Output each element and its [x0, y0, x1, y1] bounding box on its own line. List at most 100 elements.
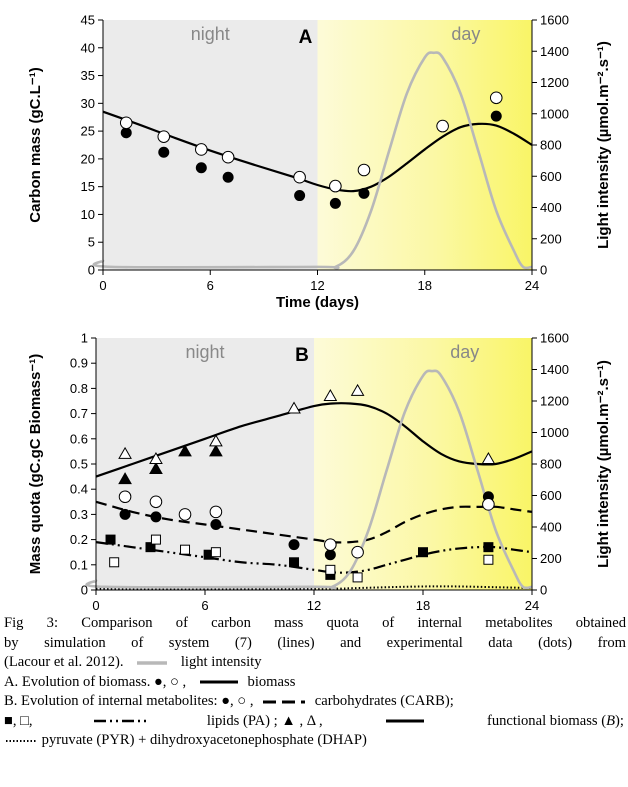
chart-a-ytick-label-3: 15 [81, 179, 95, 194]
chart-b-y2tick-label-1: 200 [540, 551, 562, 566]
chart-a-y2-axis-title: Light intensity (µmol.m⁻².s⁻¹) [595, 41, 612, 249]
chart-b-point-lipids_obs_open-2 [180, 544, 191, 555]
chart-b-point-lipids_obs_open-6 [483, 554, 494, 565]
chart-b-point-functional_obs_filled-0 [118, 472, 132, 485]
chart-b-point-lipids_obs_filled-3 [289, 557, 300, 568]
chart-a-xtick-label-2: 12 [310, 278, 324, 293]
chart-b-point-carb_obs_filled-2 [210, 518, 222, 530]
chart-a-ytick-label-9: 45 [81, 13, 95, 28]
chart-a-xtick-label-1: 6 [207, 278, 214, 293]
chart-b-ytick-label-8: 0.8 [70, 381, 88, 396]
caption-line-7: pyruvate (PYR) + dihydroxyacetonephospha… [4, 731, 626, 751]
chart-a-point-biomass_obs_open-3 [221, 150, 235, 164]
chart-a-y2tick-label-0: 0 [540, 263, 547, 278]
chart-b-point-carb_obs_open-6 [482, 498, 495, 511]
chart-b-y2tick-label-6: 1200 [540, 394, 569, 409]
chart-b-y2tick-label-8: 1600 [540, 331, 569, 346]
chart-a-ytick-label-5: 25 [81, 124, 95, 139]
chart-b-point-carb_obs_open-0 [118, 490, 132, 504]
chart-b-point-functional_obs_open-5 [350, 383, 365, 396]
chart-a-xtick-label-4: 24 [525, 278, 539, 293]
chart-b-y2tick-label-5: 1000 [540, 425, 569, 440]
chart-a-point-biomass_obs_open-1 [157, 130, 171, 143]
caption-panel-a-text: A. Evolution of biomass. ●, ○ , [4, 673, 187, 690]
figure-caption: Fig 3: Comparison of carbon mass quota o… [4, 614, 626, 751]
chart-a-y2tick-label-1: 200 [540, 231, 562, 246]
chart-b-point-lipids_obs_open-5 [352, 572, 363, 583]
chart-b-ytick-label-3: 0.3 [70, 507, 88, 522]
chart-b-line-carb_sim [95, 500, 533, 544]
caption-pyr-dhap: pyruvate (PYR) + dihydroxyacetonephospha… [41, 732, 367, 748]
chart-a-xtick-label-0: 0 [99, 278, 106, 293]
caption-lipids: lipids (PA) ; ▲ , Δ , [206, 712, 323, 729]
chart-a-ytick-label-2: 10 [81, 207, 95, 222]
chart-b-ytick-label-4: 0.4 [70, 482, 88, 497]
chart-b-line-pyr_dhap_sim [95, 585, 533, 590]
caption-panel-b-text: B. Evolution of internal metabolites: ●,… [4, 693, 254, 709]
chart-a-day-region [317, 20, 532, 270]
chart-b-point-carb_obs_open-1 [149, 495, 163, 509]
chart-a-point-biomass_obs_open-7 [436, 119, 449, 133]
chart-b-point-lipids_obs_filled-0 [105, 534, 116, 545]
chart-a-point-biomass_obs_filled-0 [120, 127, 132, 139]
chart-b-point-functional_obs_open-0 [118, 446, 132, 459]
chart-a-panel-letter: A [299, 27, 313, 48]
chart-b-ytick-label-0: 0 [81, 583, 88, 598]
chart-b-point-carb_obs_open-3 [209, 505, 223, 519]
chart-b-ytick-label-5: 0.5 [70, 457, 88, 472]
chart-b-xtick-label-4: 24 [525, 598, 539, 612]
legend-light-line-swatch [137, 660, 168, 665]
chart-b-xtick-label-2: 12 [307, 598, 321, 612]
chart-a-ytick-label-1: 5 [88, 235, 95, 250]
chart-b-ytick-label-6: 0.6 [70, 431, 88, 446]
caption-line-6: ■, □, lipids (PA) ; ▲ , Δ , functional b… [4, 712, 624, 732]
caption-line-5: B. Evolution of internal metabolites: ●,… [4, 692, 626, 712]
chart-a-y2tick-label-2: 400 [540, 200, 562, 215]
chart-a-day-label: day [451, 24, 480, 44]
chart-b-point-lipids_obs_open-4 [325, 564, 336, 575]
chart-b-day-label: day [450, 342, 479, 362]
chart-a-carbon-mass: night day A 0 5 10 15 20 25 30 35 40 45 0 200 400 600 800… [27, 13, 612, 312]
chart-a-point-biomass_obs_open-6 [357, 163, 371, 177]
caption-line-2: by simulation of system (7) (lines) and … [4, 634, 626, 651]
chart-a-point-biomass_obs_filled-4 [294, 190, 306, 202]
chart-b-panel-letter: B [295, 345, 309, 366]
chart-b-point-carb_obs_filled-3 [288, 539, 300, 551]
chart-b-line-light_intensity [85, 369, 533, 590]
chart-b-xtick-label-1: 6 [201, 598, 208, 612]
chart-b-point-functional_obs_open-1 [149, 451, 163, 464]
chart-a-point-biomass_obs_filled-3 [222, 171, 234, 183]
legend-biomass-line-swatch [199, 680, 238, 684]
caption-carbohydrates: carbohydrates (CARB); [314, 693, 454, 709]
caption-light-intensity: light intensity [180, 654, 262, 670]
legend-functional-line-swatch [385, 719, 424, 723]
chart-b-point-functional_obs_filled-1 [149, 462, 163, 475]
chart-b-point-lipids_obs_open-3 [210, 547, 221, 558]
chart-b-ytick-label-9: 0.9 [70, 356, 88, 371]
chart-b-point-carb_obs_filled-4 [324, 549, 336, 561]
chart-b-point-functional_obs_filled-2 [178, 444, 192, 457]
chart-b-y2tick-label-4: 800 [540, 457, 562, 472]
chart-a-ytick-label-4: 20 [81, 151, 95, 166]
chart-a-ytick-label-8: 40 [81, 40, 95, 55]
caption-line-3: (Lacour et al. 2012). light intensity [4, 653, 626, 673]
chart-b-y2tick-label-7: 1400 [540, 362, 569, 377]
chart-a-y2tick-label-4: 800 [540, 138, 562, 153]
chart-b-point-carb_obs_open-2 [178, 508, 192, 521]
chart-b-point-functional_obs_open-4 [323, 388, 338, 401]
chart-a-point-biomass_obs_filled-6 [358, 187, 370, 199]
chart-b-point-lipids_obs_open-0 [109, 557, 120, 568]
chart-b-point-carb_obs_open-4 [324, 538, 337, 551]
chart-b-line-functional_sim [95, 402, 533, 478]
chart-b-point-lipids_obs_filled-5 [418, 547, 428, 558]
legend-pyr-dhap-dotted-swatch [6, 739, 36, 742]
chart-a-point-biomass_obs_filled-2 [195, 162, 207, 174]
chart-a-point-biomass_obs_open-4 [293, 170, 306, 184]
chart-b-point-lipids_obs_filled-1 [145, 542, 156, 553]
chart-a-point-biomass_obs_open-5 [329, 179, 342, 193]
chart-a-xtick-label-3: 18 [418, 278, 432, 293]
chart-a-y2tick-label-7: 1400 [540, 44, 569, 59]
caption-line-4: A. Evolution of biomass. ●, ○ , biomass [4, 673, 626, 693]
chart-b-ytick-label-7: 0.7 [70, 406, 88, 421]
chart-b-y2tick-label-2: 400 [540, 520, 562, 535]
